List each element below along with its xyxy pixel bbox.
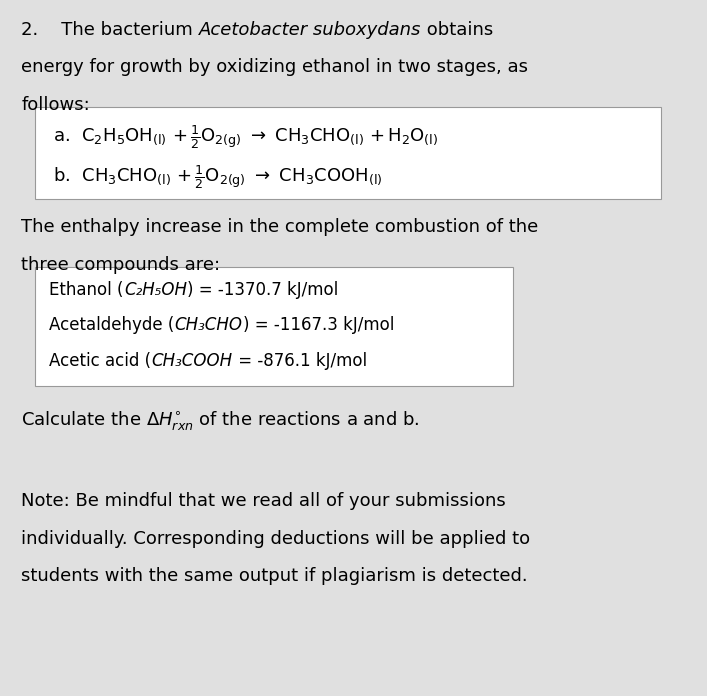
- Text: b.  $\mathregular{CH_3CHO_{(l)}}$ $+\,\frac{1}{2}\mathregular{O_{2(g)}}$ $\right: b. $\mathregular{CH_3CHO_{(l)}}$ $+\,\fr…: [53, 163, 382, 191]
- Text: CH₃COOH: CH₃COOH: [151, 352, 233, 370]
- Text: 2.    The bacterium: 2. The bacterium: [21, 21, 199, 39]
- Text: energy for growth by oxidizing ethanol in two stages, as: energy for growth by oxidizing ethanol i…: [21, 58, 528, 77]
- Text: Note: Be mindful that we read all of your submissions: Note: Be mindful that we read all of you…: [21, 492, 506, 510]
- Text: ) = -1370.7 kJ/mol: ) = -1370.7 kJ/mol: [187, 280, 338, 299]
- Text: ) = -1167.3 kJ/mol: ) = -1167.3 kJ/mol: [243, 317, 394, 334]
- Text: three compounds are:: three compounds are:: [21, 255, 221, 274]
- Text: C₂H₅OH: C₂H₅OH: [124, 280, 187, 299]
- Text: Acetobacter suboxydans: Acetobacter suboxydans: [199, 21, 421, 39]
- Text: Acetaldehyde (: Acetaldehyde (: [49, 317, 175, 334]
- Text: CH₃CHO: CH₃CHO: [175, 317, 243, 334]
- Text: follows:: follows:: [21, 96, 90, 114]
- Text: Ethanol (: Ethanol (: [49, 280, 124, 299]
- Text: Calculate the $\Delta H_{rxn}^{\circ}$ of the reactions a and b.: Calculate the $\Delta H_{rxn}^{\circ}$ o…: [21, 409, 420, 432]
- Text: individually. Corresponding deductions will be applied to: individually. Corresponding deductions w…: [21, 530, 530, 548]
- Text: = -876.1 kJ/mol: = -876.1 kJ/mol: [233, 352, 367, 370]
- FancyBboxPatch shape: [35, 267, 513, 386]
- Text: students with the same output if plagiarism is detected.: students with the same output if plagiar…: [21, 567, 528, 585]
- Text: obtains: obtains: [421, 21, 493, 39]
- Text: Acetic acid (: Acetic acid (: [49, 352, 151, 370]
- FancyBboxPatch shape: [35, 107, 661, 199]
- Text: The enthalpy increase in the complete combustion of the: The enthalpy increase in the complete co…: [21, 218, 539, 236]
- Text: a.  $\mathregular{C_2H_5OH_{(l)}}$ $+\,\frac{1}{2}\mathregular{O_{2(g)}}$ $\righ: a. $\mathregular{C_2H_5OH_{(l)}}$ $+\,\f…: [53, 123, 438, 151]
